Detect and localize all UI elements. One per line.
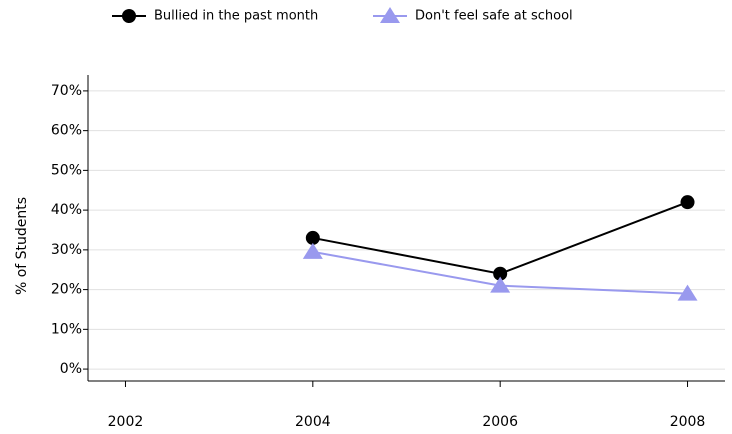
y-tick-label: 70% <box>51 83 82 99</box>
marker <box>493 266 508 281</box>
x-tick-label: 2002 <box>108 414 144 430</box>
legend-label: Bullied in the past month <box>154 9 318 24</box>
legend-marker <box>380 7 400 23</box>
y-tick-label: 60% <box>51 123 82 139</box>
marker <box>677 284 698 301</box>
y-tick-label: 20% <box>51 282 82 298</box>
y-tick-label: 40% <box>51 202 82 218</box>
y-tick-label: 0% <box>60 361 82 377</box>
marker <box>305 230 320 245</box>
marker <box>680 195 695 210</box>
legend-label: Don't feel safe at school <box>415 9 573 24</box>
y-axis-label: % of Students <box>14 197 30 295</box>
x-tick-label: 2004 <box>295 414 331 430</box>
y-tick-label: 30% <box>51 242 82 258</box>
marker <box>490 276 511 293</box>
x-tick-label: 2006 <box>482 414 518 430</box>
marker <box>302 242 323 259</box>
legend-marker <box>122 9 136 23</box>
y-tick-label: 50% <box>51 162 82 178</box>
x-tick-label: 2008 <box>670 414 706 430</box>
y-tick-label: 10% <box>51 321 82 337</box>
